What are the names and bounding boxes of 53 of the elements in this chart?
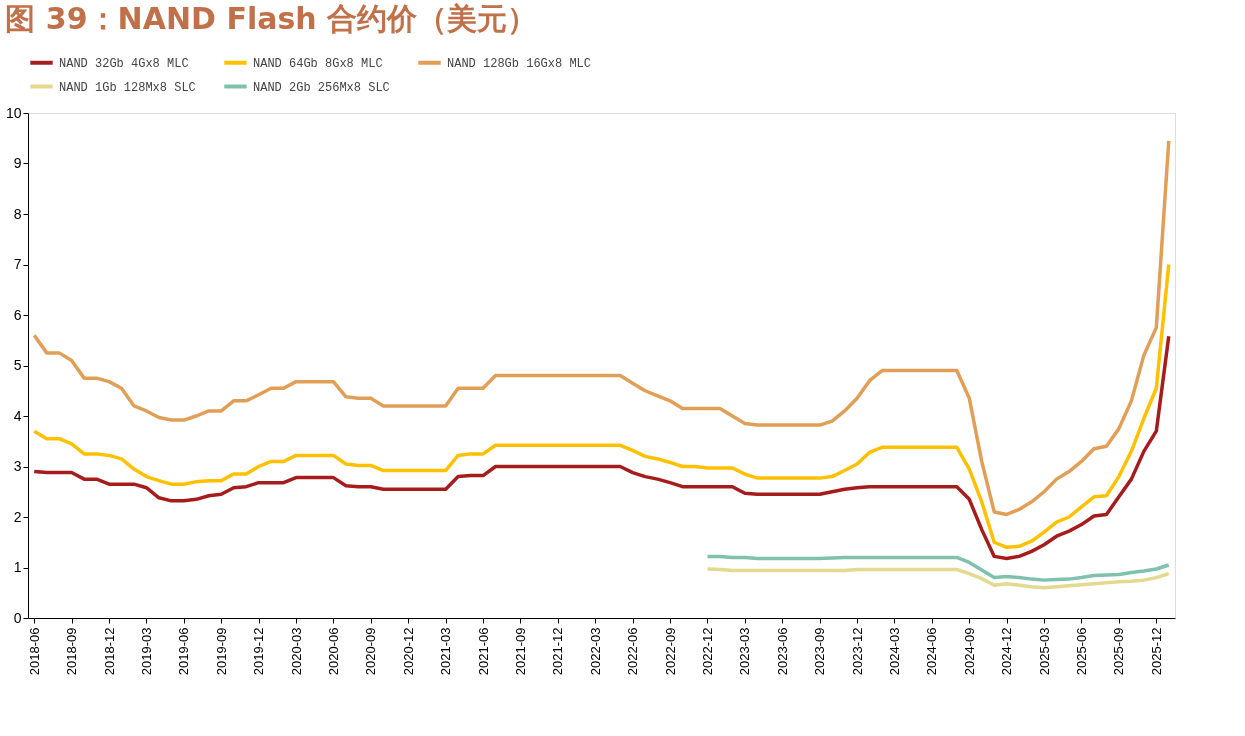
line-series <box>32 262 1171 550</box>
x-tick-label: 2021-03 <box>438 627 454 676</box>
y-tick-label: 6 <box>13 306 22 323</box>
x-tick-label: 2023-06 <box>774 627 790 676</box>
x-tick-label: 2022-09 <box>662 627 678 676</box>
x-tick-label: 2022-03 <box>587 627 603 676</box>
x-tick-label: 2023-03 <box>737 627 753 676</box>
y-tick-label: 3 <box>13 458 22 474</box>
x-tick-label: 2025-06 <box>1073 627 1089 676</box>
legend-label: NAND 64Gb 8Gx8 MLC <box>253 56 383 71</box>
x-tick-label: 2025-03 <box>1036 627 1052 676</box>
y-tick-label: 10 <box>5 104 22 121</box>
legend-label: NAND 32Gb 4Gx8 MLC <box>59 56 189 71</box>
x-tick-label: 2022-06 <box>625 627 641 676</box>
x-tick-label: 2025-12 <box>1148 627 1164 676</box>
x-tick-label: 2019-09 <box>213 627 229 676</box>
line-series <box>705 554 1171 582</box>
x-tick-label: 2018-06 <box>26 627 42 676</box>
x-tick-label: 2020-06 <box>325 627 341 676</box>
x-tick-label: 2020-09 <box>363 627 379 676</box>
x-tick-label: 2019-06 <box>176 627 192 676</box>
x-tick-label: 2019-12 <box>251 627 267 676</box>
y-tick-label: 9 <box>13 155 22 171</box>
legend-label: NAND 2Gb 256Mx8 SLC <box>253 80 390 95</box>
y-tick-label: 4 <box>13 407 22 424</box>
y-tick-label: 1 <box>13 559 22 575</box>
x-tick-label: 2024-06 <box>924 627 940 676</box>
legend-label: NAND 128Gb 16Gx8 MLC <box>447 56 592 71</box>
x-tick-label: 2018-12 <box>101 627 117 676</box>
x-tick-label: 2023-09 <box>812 627 828 676</box>
x-tick-label: 2024-09 <box>961 627 977 676</box>
chart-title: 图 39：NAND Flash 合约价（美元） <box>5 1 538 36</box>
x-tick-label: 2023-12 <box>849 627 865 676</box>
x-tick-label: 2025-09 <box>1111 627 1127 676</box>
line-series <box>705 567 1171 590</box>
y-tick-label: 2 <box>13 508 22 525</box>
line-series <box>32 139 1171 517</box>
x-tick-label: 2019-03 <box>138 627 154 676</box>
y-tick-label: 7 <box>13 256 22 272</box>
x-tick-label: 2021-12 <box>550 627 566 676</box>
y-tick-label: 8 <box>13 205 22 222</box>
y-tick-label: 0 <box>13 609 22 626</box>
x-tick-label: 2021-06 <box>475 627 491 676</box>
legend-label: NAND 1Gb 128Mx8 SLC <box>59 80 196 95</box>
x-tick-label: 2024-12 <box>999 627 1015 676</box>
y-tick-label: 5 <box>13 357 22 373</box>
x-tick-label: 2024-03 <box>886 627 902 676</box>
x-tick-label: 2022-12 <box>699 627 715 676</box>
line-series <box>32 334 1171 561</box>
x-tick-label: 2021-09 <box>512 627 528 676</box>
x-tick-label: 2018-09 <box>64 627 80 676</box>
x-tick-label: 2020-03 <box>288 627 304 676</box>
x-tick-label: 2020-12 <box>400 627 416 676</box>
